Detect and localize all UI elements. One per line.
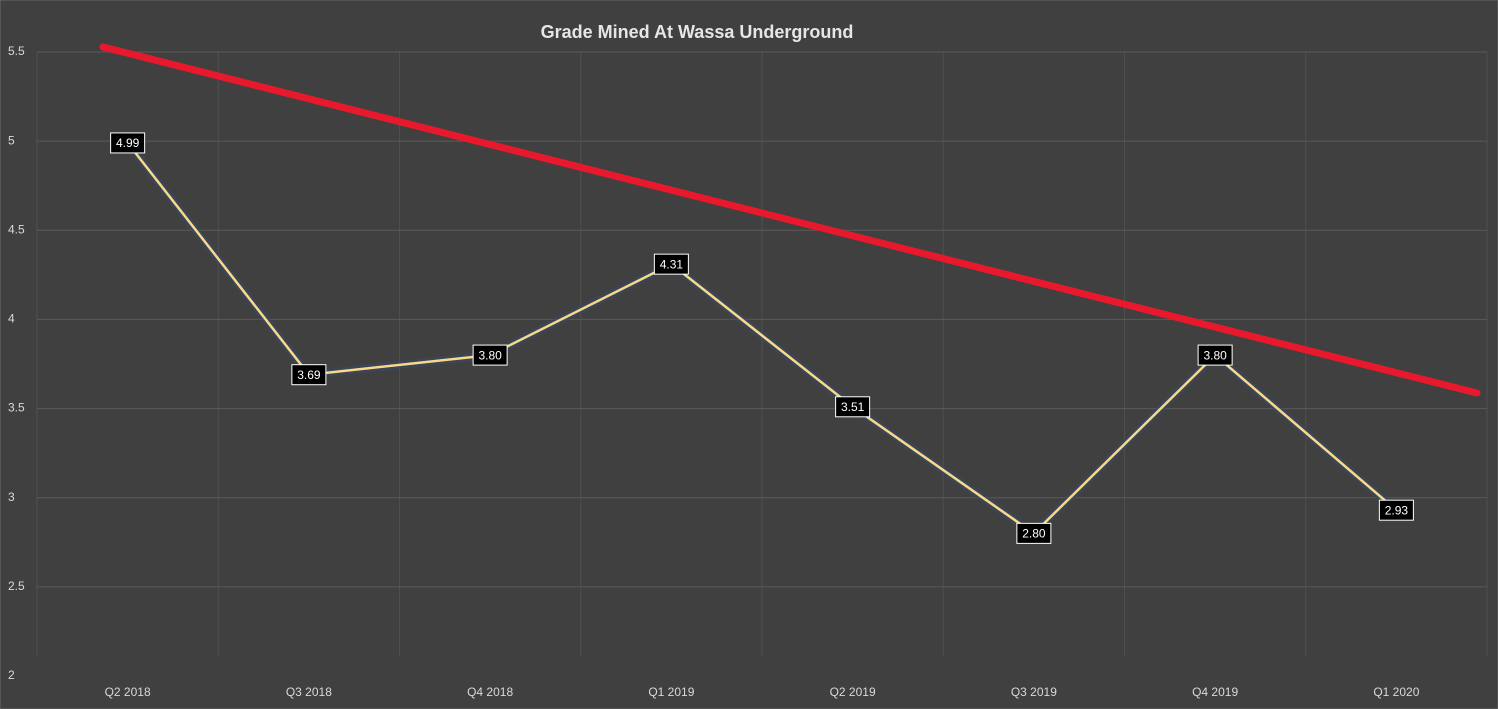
chart-title: Grade Mined At Wassa Underground [541,22,854,42]
data-label: 3.80 [478,348,502,362]
data-label: 3.80 [1203,348,1227,362]
series-line [126,142,1398,535]
data-label: 2.93 [1385,503,1409,517]
y-tick-label: 4.5 [8,222,25,236]
y-tick-label: 2.5 [8,579,25,593]
x-tick-label: Q1 2020 [1373,685,1419,699]
data-label-box [1016,522,1052,544]
data-label: 2.80 [1022,527,1046,541]
y-tick-label: 5 [8,133,15,147]
data-label-box [291,364,327,386]
x-tick-label: Q2 2018 [105,685,151,699]
vertical-grid [36,52,1488,656]
y-tick-label: 3.5 [8,401,25,415]
data-label-box [1197,344,1233,366]
x-tick-label: Q3 2019 [1011,685,1057,699]
data-label: 3.69 [297,368,321,382]
data-label: 4.31 [660,257,684,271]
x-tick-label: Q3 2018 [286,685,332,699]
x-tick-label: Q4 2019 [1192,685,1238,699]
y-tick-label: 3 [8,490,15,504]
y-tick-label: 4 [8,312,15,326]
trend-annotation [99,43,1481,397]
data-label-box [653,253,689,275]
labels: 4.99 3.69 3.80 4.31 3.51 2.80 3.80 2.93 [110,132,1414,544]
data-label-box [472,344,508,366]
y-tick-label: 2 [8,668,15,682]
x-tick-label: Q2 2019 [830,685,876,699]
data-label: 4.99 [116,136,140,150]
plot: 2 2.5 3 3.5 4 4.5 5 5.5 Q2 2018 Q3 2018 Q4 2018 Q1 … [8,44,1487,699]
data-label-box [1378,499,1414,521]
data-label: 3.51 [841,400,865,414]
data-label-box [110,132,146,154]
x-tick-label: Q4 2018 [467,685,513,699]
x-tick-label: Q1 2019 [648,685,694,699]
y-tick-label: 5.5 [8,44,25,58]
data-label-box [835,396,871,418]
